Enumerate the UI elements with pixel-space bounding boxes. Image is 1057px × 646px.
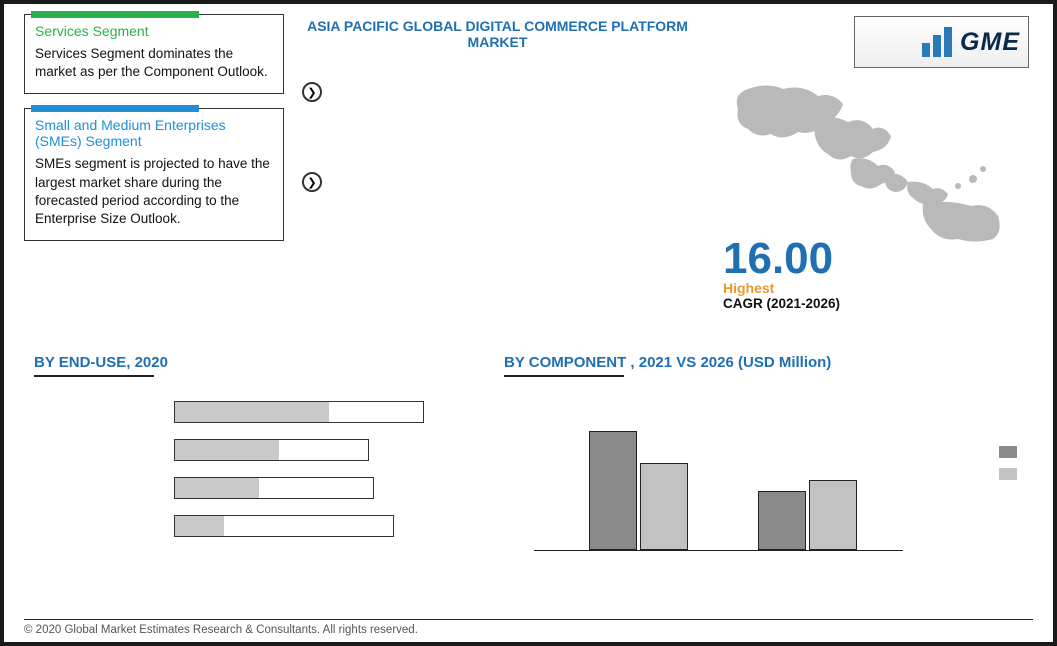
chevron-circle-icon: ❯: [302, 172, 322, 192]
asia-pacific-map: [723, 74, 1023, 244]
bar-2026: [640, 463, 688, 550]
enduse-bar-row: [174, 515, 454, 537]
bar-2021: [758, 491, 806, 550]
comp-chart-area: [504, 391, 1023, 571]
comp-legend: [999, 446, 1023, 490]
accent-bar: [31, 11, 199, 18]
bar-2026: [809, 480, 857, 550]
info-box-title: Services Segment: [25, 15, 283, 41]
infographic-container: Services Segment Services Segment domina…: [4, 4, 1053, 642]
logo-bars-icon: [922, 27, 952, 57]
bottom-row: BY END-USE, 2020 BY COMPONENT , 2021 VS …: [4, 354, 1053, 571]
map-icon: [723, 74, 1023, 244]
legend-swatch: [999, 446, 1017, 458]
enduse-bar-row: [174, 477, 454, 499]
title-underline: [34, 375, 154, 377]
comp-bars-area: [534, 391, 903, 551]
cagr-block: 16.00 Highest CAGR (2021-2026): [723, 234, 840, 311]
bar-outline: [174, 401, 424, 423]
enduse-bars-area: [34, 391, 464, 537]
bar-2021: [589, 431, 637, 550]
logo-text: GME: [960, 28, 1020, 57]
top-row: Services Segment Services Segment domina…: [4, 4, 1053, 255]
section-title: BY COMPONENT , 2021 VS 2026 (USD Million…: [504, 354, 1023, 371]
info-box-body: Services Segment dominates the market as…: [25, 41, 283, 93]
section-title: BY END-USE, 2020: [34, 354, 464, 371]
info-box-body: SMEs segment is projected to have the la…: [25, 151, 283, 240]
enduse-bar-row: [174, 401, 454, 423]
page-title: ASIA PACIFIC GLOBAL DIGITAL COMMERCE PLA…: [302, 14, 693, 52]
left-info-column: Services Segment Services Segment domina…: [24, 14, 284, 255]
bar-outline: [174, 477, 374, 499]
bullet-row: ❯: [302, 82, 693, 102]
center-column: ASIA PACIFIC GLOBAL DIGITAL COMMERCE PLA…: [284, 14, 703, 255]
legend-row: [999, 468, 1023, 480]
cagr-label-period: CAGR (2021-2026): [723, 296, 840, 311]
legend-swatch: [999, 468, 1017, 480]
footer-copyright: © 2020 Global Market Estimates Research …: [24, 619, 1033, 636]
comp-bar-group: [589, 431, 688, 550]
bar-outline: [174, 515, 394, 537]
legend-row: [999, 446, 1023, 458]
accent-bar: [31, 105, 199, 112]
info-box-sme: Small and Medium Enterprises (SMEs) Segm…: [24, 108, 284, 241]
component-chart: BY COMPONENT , 2021 VS 2026 (USD Million…: [464, 354, 1023, 571]
bullet-row: ❯: [302, 172, 693, 192]
chevron-circle-icon: ❯: [302, 82, 322, 102]
title-underline: [504, 375, 624, 377]
bar-outline: [174, 439, 369, 461]
enduse-chart: BY END-USE, 2020: [34, 354, 464, 571]
cagr-value: 16.00: [723, 234, 840, 284]
info-box-title: Small and Medium Enterprises (SMEs) Segm…: [25, 109, 283, 151]
gme-logo: GME: [854, 16, 1029, 68]
info-box-services: Services Segment Services Segment domina…: [24, 14, 284, 94]
enduse-bar-row: [174, 439, 454, 461]
comp-bar-group: [758, 480, 857, 550]
right-column: GME 1: [703, 14, 1033, 255]
